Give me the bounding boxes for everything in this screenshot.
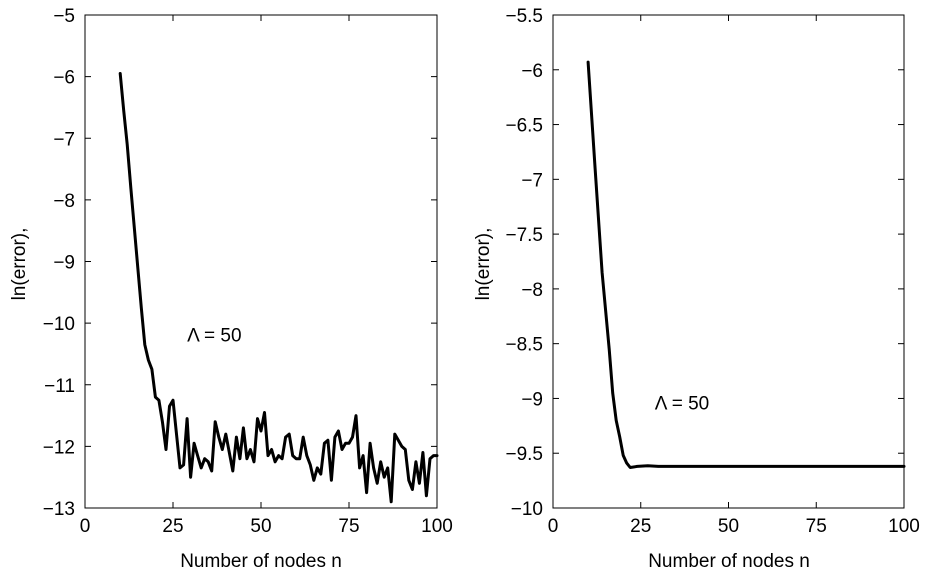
- right-y-tick-label: −9.5: [505, 444, 543, 465]
- left-y-tick-label: −13: [43, 499, 75, 520]
- right-y-tick-label: −6: [521, 61, 543, 82]
- right-plot-frame: [553, 15, 904, 508]
- right-y-axis-label: ln(error),: [473, 228, 494, 301]
- right-series-line: [588, 62, 904, 467]
- right-x-tick-label: 0: [548, 516, 559, 537]
- right-annotation-lambda: Λ = 50: [655, 393, 709, 414]
- left-y-tick-label: −8: [53, 191, 75, 212]
- left-x-tick-label: 75: [338, 516, 359, 537]
- left-series-line: [120, 74, 437, 502]
- left-y-tick-label: −6: [53, 68, 75, 89]
- right-y-tick-label: −6.5: [505, 116, 543, 137]
- right-x-axis-label: Number of nodes n: [648, 551, 810, 572]
- left-y-tick-label: −12: [43, 437, 75, 458]
- left-x-tick-label: 25: [162, 516, 183, 537]
- left-chart-panel: ln(error), Number of nodes n 0 25 50 75 100 −…: [9, 6, 453, 572]
- right-y-tick-label: −7.5: [505, 225, 543, 246]
- left-y-tick-label: −11: [44, 376, 75, 397]
- left-y-tick-label: −10: [43, 314, 75, 335]
- left-y-axis-label: ln(error),: [9, 228, 30, 301]
- left-y-tick-label: −7: [53, 129, 75, 150]
- left-y-tick-label: −9: [53, 253, 75, 274]
- left-x-tick-label: 50: [250, 516, 271, 537]
- right-y-tick-label: −5.5: [505, 6, 543, 27]
- left-x-tick-label: 100: [421, 516, 453, 537]
- right-x-tick-label: 50: [718, 516, 739, 537]
- right-x-tick-label: 25: [630, 516, 651, 537]
- left-x-axis-label: Number of nodes n: [180, 551, 342, 572]
- right-y-tick-label: −8: [521, 280, 543, 301]
- right-x-tick-label: 100: [888, 516, 920, 537]
- left-annotation-lambda: Λ = 50: [187, 326, 241, 347]
- right-y-tick-label: −10: [511, 499, 543, 520]
- right-y-tick-label: −9: [521, 389, 543, 410]
- left-x-tick-label: 0: [80, 516, 91, 537]
- right-y-tick-label: −7: [521, 170, 543, 191]
- right-y-tick-label: −8.5: [505, 335, 543, 356]
- right-chart-panel: ln(error), Number of nodes n 0 25 50 75 100 −…: [473, 6, 920, 572]
- right-x-tick-label: 75: [806, 516, 827, 537]
- left-y-tick-label: −5: [53, 6, 75, 27]
